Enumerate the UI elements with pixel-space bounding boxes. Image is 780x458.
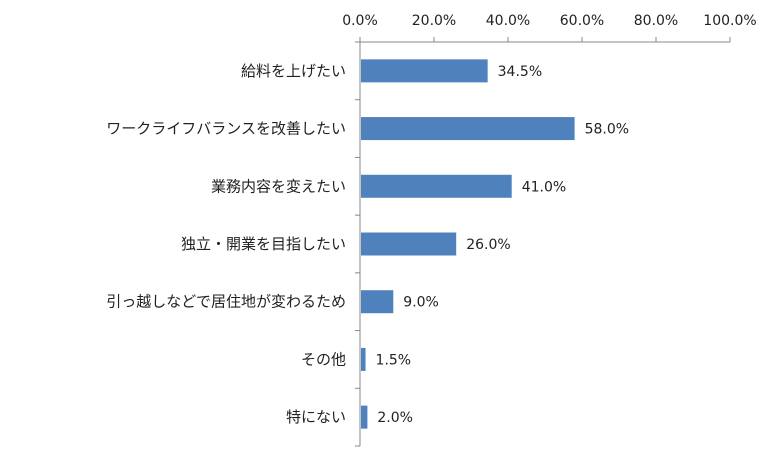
- x-tick-label: 20.0%: [412, 13, 456, 29]
- data-label: 58.0%: [585, 122, 629, 138]
- category-ticks: [355, 41, 360, 447]
- bar: [361, 117, 575, 141]
- bar: [361, 174, 512, 198]
- data-label: 26.0%: [466, 237, 510, 253]
- category-label: その他: [301, 350, 346, 368]
- bar: [361, 232, 457, 256]
- data-label: 1.5%: [376, 352, 412, 368]
- x-tick-label: 0.0%: [342, 13, 378, 29]
- bar: [361, 59, 488, 83]
- bars: [361, 59, 575, 429]
- data-label: 2.0%: [377, 410, 413, 426]
- x-tick-label: 60.0%: [560, 13, 604, 29]
- category-label: 独立・開業を目指したい: [181, 235, 346, 253]
- data-label: 34.5%: [498, 64, 542, 80]
- category-label: 業務内容を変えたい: [211, 177, 346, 195]
- category-labels: 給料を上げたいワークライフバランスを改善したい業務内容を変えたい独立・開業を目指…: [106, 62, 346, 426]
- category-label: ワークライフバランスを改善したい: [106, 120, 346, 138]
- bar: [361, 290, 394, 314]
- data-label: 9.0%: [403, 295, 439, 311]
- data-labels: 34.5% 58.0% 41.0% 26.0% 9.0% 1.5% 2.0%: [376, 64, 630, 426]
- x-axis-ticks: 0.0% 20.0% 40.0% 60.0% 80.0% 100.0%: [342, 13, 757, 42]
- x-tick-label: 80.0%: [634, 13, 678, 29]
- bar: [361, 347, 366, 371]
- category-label: 引っ越しなどで居住地が変わるため: [106, 293, 346, 311]
- data-label: 41.0%: [522, 179, 566, 195]
- bar: [361, 405, 368, 429]
- x-tick-label: 100.0%: [703, 13, 756, 29]
- category-label: 給料を上げたい: [241, 62, 346, 80]
- category-label: 特にない: [286, 408, 346, 426]
- x-tick-label: 40.0%: [486, 13, 530, 29]
